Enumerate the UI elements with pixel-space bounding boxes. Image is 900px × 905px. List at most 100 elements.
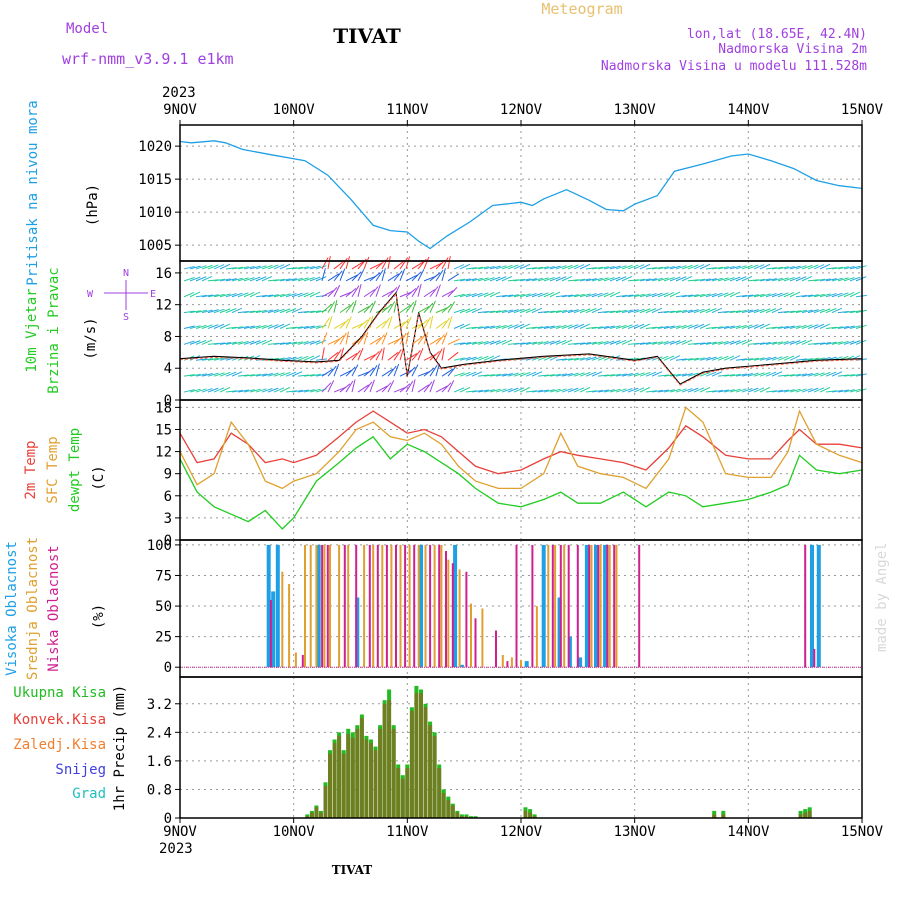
wind-barb [555,265,567,270]
wind-barb [597,374,609,377]
panel-label: Srednja Oblacnost [25,537,41,680]
cloud-bar [520,659,522,668]
wind-barb [387,287,398,298]
wind-barb [663,340,675,345]
wind-barb [471,307,483,314]
wind-barb [285,356,297,361]
wind-barb [309,340,321,345]
wind-barb [843,266,855,270]
wind-barb [513,264,525,270]
top-tick-label: 13NOV [614,102,657,118]
wind-barb [477,374,489,377]
y-tick-label: 4 [164,361,172,377]
wind-barb [615,388,627,393]
wind-barb [543,355,555,361]
wind-barb [507,279,519,282]
wind-barb [447,338,461,345]
y-tick-label: 16 [155,266,172,282]
wind-barb [405,331,409,345]
wind-barb [771,307,783,314]
wind-barb [261,324,273,329]
wind-barb [753,278,765,282]
wind-barb [669,276,681,282]
wind-barb [369,286,379,298]
wind-barb [531,326,543,330]
wind-barb [549,325,561,329]
wind-barb [243,340,255,345]
wind-barb [237,340,249,345]
wind-barb [723,291,735,298]
wind-barb [201,358,213,361]
wind-barb [351,271,362,282]
precip-conv-bar [387,700,392,818]
panel-4: 0 0.8 1.6 2.4 3.2 Ukupna Kisa Konvek.Kisa Zaled… [13,676,863,827]
wind-barb [261,275,273,282]
wind-barb [471,341,483,345]
wind-barb [765,356,777,361]
wind-barb [609,276,621,282]
wind-speed-line [179,291,863,385]
wind-barb [285,293,297,298]
wind-barb [825,341,837,345]
wind-barb [429,300,436,313]
wind-barb [651,341,663,345]
wind-barb [633,293,645,298]
wind-barb [645,326,657,330]
wind-barb [381,257,389,270]
wind-barb [249,291,261,298]
wind-barb [741,358,753,361]
wind-barb [801,388,813,393]
panel-label: SFC Temp [45,436,61,503]
wind-barb [483,277,495,282]
wind-barb [663,389,675,393]
wind-barb [537,355,549,361]
wind-barb [249,388,261,393]
wind-barb [261,373,273,377]
wind-barb [525,326,537,330]
cloud-bar [440,544,443,668]
panel-3: 0 25 50 75 100 Visoka Oblacnost Srednja Oblacn… [4,537,863,680]
wind-barb [555,324,567,329]
wind-barb [681,264,693,270]
wind-barb [321,257,329,270]
wind-barb [765,278,777,282]
wind-barb [345,380,354,393]
wind-barb [339,318,350,329]
wind-barb [441,290,454,298]
wind-barb [741,294,753,298]
wind-barb [813,342,825,345]
wind-barb [207,357,219,361]
wind-barb [519,263,531,270]
wind-barb [717,311,729,314]
wind-barb [807,372,819,377]
wind-barb [699,308,711,314]
precip-conv-bar [423,707,428,818]
wind-barb [789,325,801,329]
wind-barb [567,372,579,377]
panel-label: dewpt Temp [67,428,83,512]
wind-barb [381,332,388,345]
y-tick-label: 1005 [138,238,172,254]
wind-barb [555,339,567,345]
wind-barb [405,352,418,361]
wind-barb [369,337,382,345]
wind-barb [699,342,711,345]
wind-barb [783,291,795,298]
cloud-bar [567,544,570,668]
wind-barb [387,273,400,282]
lonlat-label: lon,lat (18.65E, 42.4N) [687,27,867,42]
wind-barb [447,273,460,282]
wind-barb [711,356,723,361]
wind-barb [783,355,795,361]
wind-barb [741,324,753,329]
wind-barb [381,382,392,393]
wind-barb [579,263,591,270]
wind-barb [651,389,663,393]
wind-barb [501,373,513,377]
wind-barb [399,347,405,361]
wind-barb [465,267,477,270]
wind-barb [711,389,723,393]
cloud-bar [495,630,497,668]
wind-barb [609,340,621,345]
wind-barb [513,387,525,393]
